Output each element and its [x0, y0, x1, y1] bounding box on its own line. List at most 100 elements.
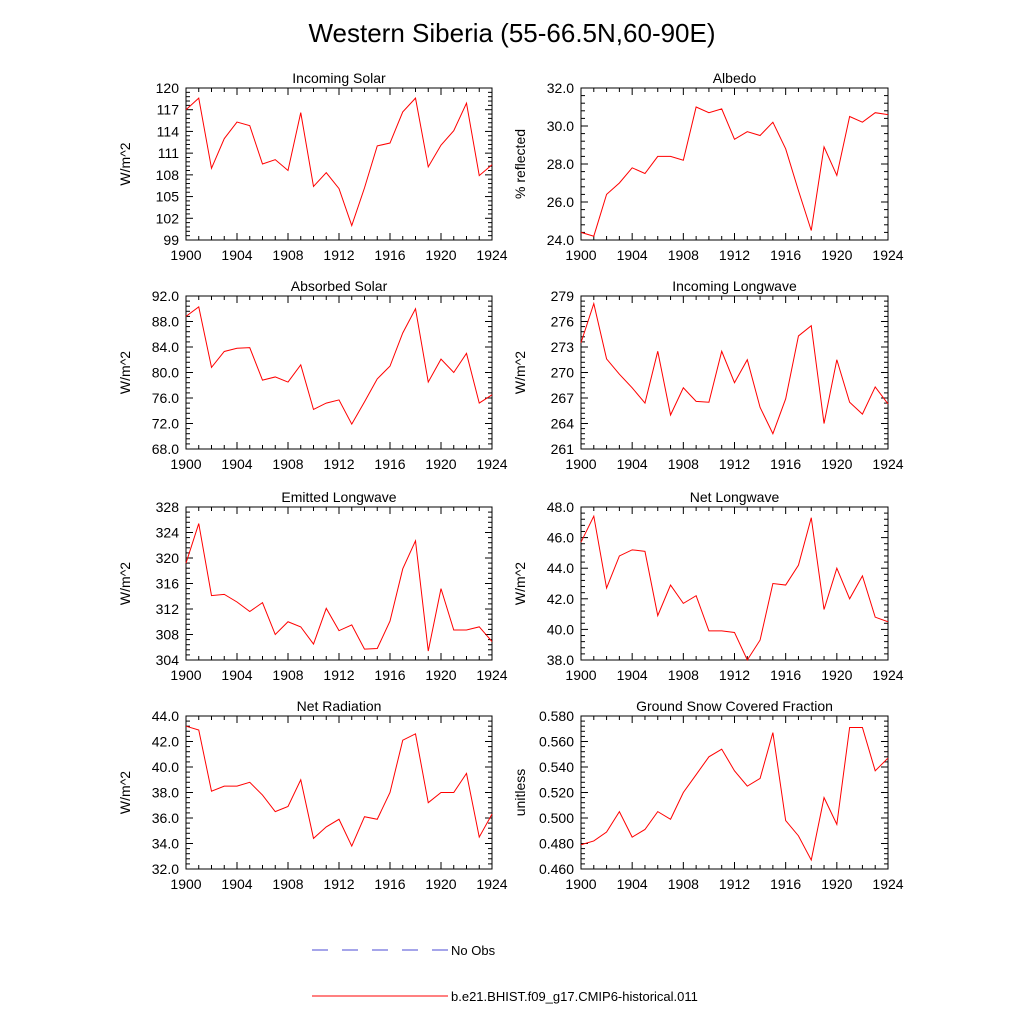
x-tick-label: 1904 — [617, 247, 648, 263]
x-tick-label: 1900 — [170, 876, 201, 892]
panel-title: Emitted Longwave — [281, 489, 396, 505]
chart-panel: Incoming Longwave W/m^2 261 264 267 270 273 276… — [512, 278, 904, 472]
plot-frame — [185, 87, 493, 241]
plot-frame — [185, 506, 493, 661]
y-tick-label: 312 — [156, 601, 180, 617]
x-tick-label: 1916 — [374, 876, 405, 892]
x-tick-label: 1904 — [221, 667, 252, 683]
plot-frame — [185, 295, 493, 450]
x-tick-label: 1924 — [872, 247, 903, 263]
x-tick-label: 1904 — [617, 456, 648, 472]
y-tick-label: 320 — [156, 550, 180, 566]
y-tick-label: 328 — [156, 499, 180, 515]
x-tick-label: 1904 — [221, 876, 252, 892]
x-tick-label: 1924 — [872, 456, 903, 472]
x-tick-label: 1916 — [770, 456, 801, 472]
y-tick-label: 0.480 — [539, 836, 574, 852]
x-tick-label: 1904 — [617, 876, 648, 892]
y-tick-label: 0.560 — [539, 734, 574, 750]
y-tick-label: 84.0 — [152, 339, 179, 355]
y-tick-label: 304 — [156, 652, 180, 668]
x-tick-label: 1916 — [374, 247, 405, 263]
y-tick-label: 76.0 — [152, 390, 179, 406]
plot-frame — [580, 295, 889, 450]
panel-title: Albedo — [713, 70, 757, 86]
x-tick-label: 1912 — [323, 247, 354, 263]
x-tick-label: 1904 — [221, 247, 252, 263]
x-tick-label: 1912 — [323, 667, 354, 683]
y-tick-label: 46.0 — [547, 530, 574, 546]
x-tick-label: 1908 — [668, 667, 699, 683]
x-tick-label: 1900 — [565, 876, 596, 892]
chart-panel: Emitted Longwave W/m^2 304 308 312 316 320 324 3… — [117, 489, 508, 683]
y-tick-label: 324 — [156, 525, 180, 541]
x-tick-label: 1900 — [170, 247, 201, 263]
x-tick-label: 1900 — [565, 247, 596, 263]
plot-frame — [580, 715, 889, 870]
y-tick-label: 105 — [156, 189, 180, 205]
x-tick-label: 1908 — [272, 456, 303, 472]
x-tick-label: 1916 — [770, 876, 801, 892]
y-tick-label: 0.540 — [539, 759, 574, 775]
x-tick-label: 1916 — [770, 667, 801, 683]
x-tick-label: 1904 — [617, 667, 648, 683]
x-tick-label: 1916 — [374, 667, 405, 683]
x-tick-label: 1920 — [425, 876, 456, 892]
x-tick-label: 1924 — [476, 876, 507, 892]
y-tick-label: 32.0 — [547, 80, 574, 96]
y-tick-label: 99 — [163, 232, 179, 248]
chart-panel: Ground Snow Covered Fraction unitless 0.46… — [512, 698, 904, 892]
chart-panel: Net Longwave W/m^2 38.0 40.0 42.0 44.0 46.0 48.… — [512, 489, 904, 683]
y-tick-label: 267 — [551, 390, 575, 406]
y-tick-label: 30.0 — [547, 118, 574, 134]
x-tick-label: 1900 — [565, 456, 596, 472]
y-tick-label: 72.0 — [152, 416, 179, 432]
chart-panel: Incoming Solar W/m^2 99 102 105 108 111 114 117 1… — [117, 70, 508, 263]
x-tick-label: 1908 — [272, 667, 303, 683]
panel-title: Net Longwave — [690, 489, 780, 505]
y-tick-label: 88.0 — [152, 314, 179, 330]
x-tick-label: 1920 — [425, 667, 456, 683]
y-tick-label: 26.0 — [547, 194, 574, 210]
y-tick-label: 40.0 — [547, 621, 574, 637]
series-line — [185, 305, 493, 426]
x-tick-label: 1920 — [425, 456, 456, 472]
y-tick-label: 92.0 — [152, 288, 179, 304]
legend: No Obs b.e21.BHIST.f09_g17.CMIP6-histori… — [312, 943, 698, 1004]
x-tick-label: 1908 — [668, 876, 699, 892]
y-tick-label: 44.0 — [547, 560, 574, 576]
chart-panel: Net Radiation W/m^2 32.0 34.0 36.0 38.0 40.0 42… — [117, 698, 508, 892]
series-line — [580, 726, 889, 862]
x-tick-label: 1908 — [668, 247, 699, 263]
series-line — [580, 301, 889, 435]
y-tick-label: 44.0 — [152, 708, 179, 724]
x-tick-label: 1908 — [272, 247, 303, 263]
y-tick-label: 38.0 — [152, 785, 179, 801]
x-tick-label: 1900 — [565, 667, 596, 683]
y-tick-label: 28.0 — [547, 156, 574, 172]
y-tick-label: 117 — [157, 102, 180, 118]
y-tick-label: 316 — [156, 576, 180, 592]
y-tick-label: 68.0 — [152, 441, 179, 457]
x-tick-label: 1924 — [872, 667, 903, 683]
series-line — [580, 106, 889, 237]
panel-title: Incoming Solar — [292, 70, 386, 86]
panel-title: Ground Snow Covered Fraction — [636, 698, 833, 714]
y-axis-label: W/m^2 — [117, 351, 133, 394]
y-tick-label: 0.520 — [539, 785, 574, 801]
y-tick-label: 264 — [551, 416, 575, 432]
y-tick-label: 276 — [551, 314, 575, 330]
y-tick-label: 308 — [156, 627, 180, 643]
y-axis-label: W/m^2 — [117, 562, 133, 605]
y-axis-label: W/m^2 — [512, 351, 528, 394]
x-tick-label: 1912 — [323, 876, 354, 892]
x-tick-label: 1912 — [719, 667, 750, 683]
legend-obs-label: No Obs — [451, 943, 496, 958]
figure-title: Western Siberia (55-66.5N,60-90E) — [308, 18, 715, 48]
plot-frame — [580, 506, 889, 661]
x-tick-label: 1920 — [821, 667, 852, 683]
y-tick-label: 273 — [551, 339, 575, 355]
y-tick-label: 111 — [158, 145, 179, 161]
series-line — [185, 523, 493, 652]
